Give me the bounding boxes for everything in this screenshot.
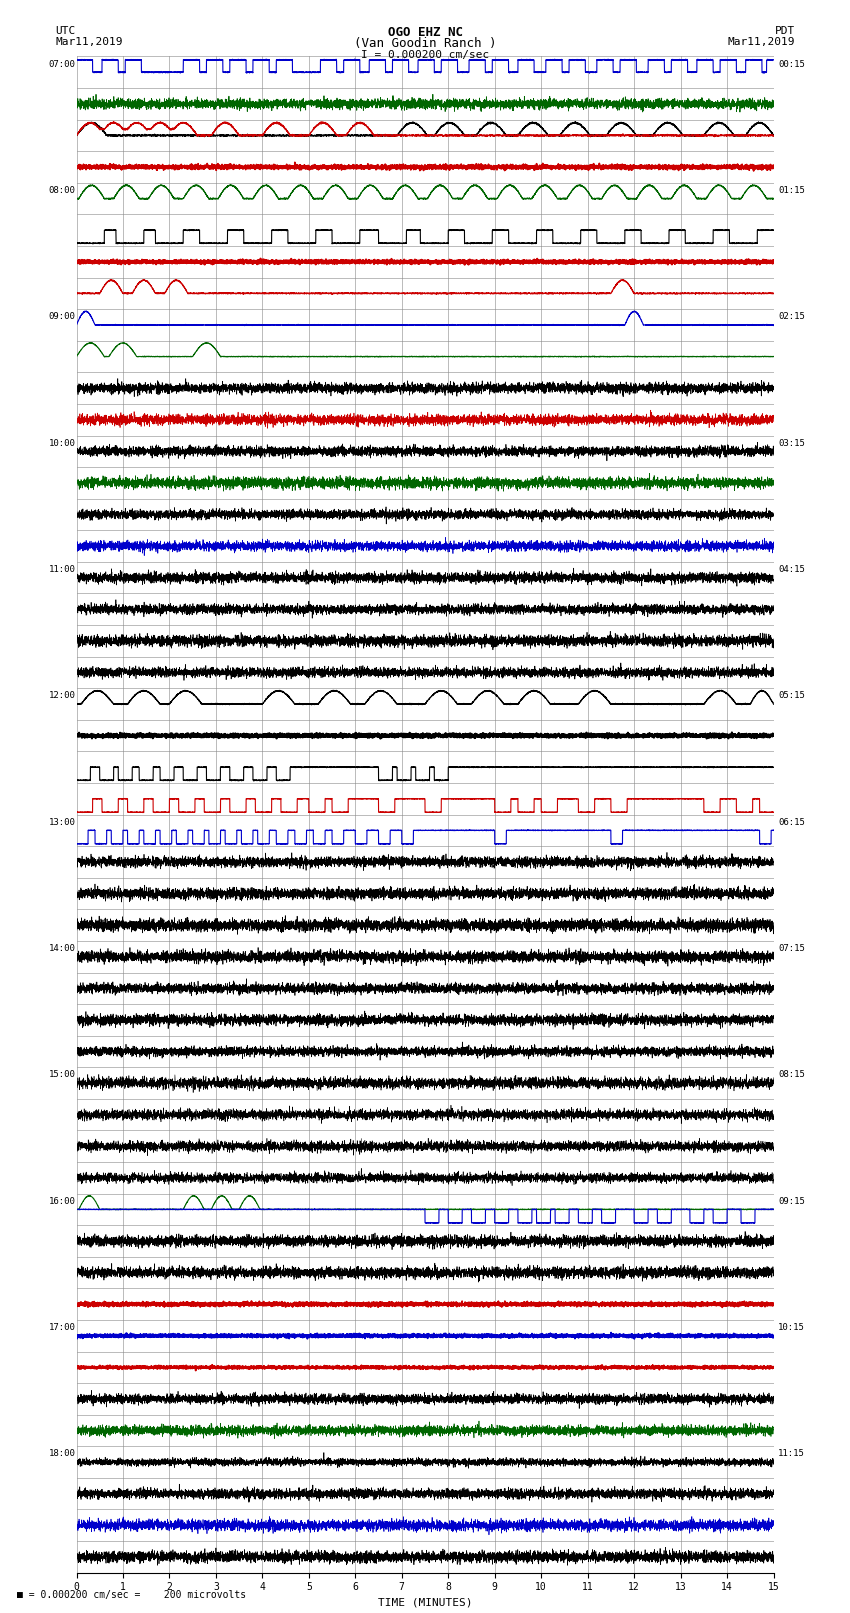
Text: 03:15: 03:15 bbox=[778, 439, 805, 448]
Text: 11:00: 11:00 bbox=[48, 565, 76, 574]
Text: ■ = 0.000200 cm/sec =    200 microvolts: ■ = 0.000200 cm/sec = 200 microvolts bbox=[17, 1590, 246, 1600]
Text: 06:15: 06:15 bbox=[778, 818, 805, 827]
Text: 15:00: 15:00 bbox=[48, 1071, 76, 1079]
Text: PDT: PDT bbox=[774, 26, 795, 35]
Text: I = 0.000200 cm/sec: I = 0.000200 cm/sec bbox=[361, 50, 489, 60]
Text: 00:15: 00:15 bbox=[778, 60, 805, 69]
X-axis label: TIME (MINUTES): TIME (MINUTES) bbox=[377, 1598, 473, 1608]
Text: (Van Goodin Ranch ): (Van Goodin Ranch ) bbox=[354, 37, 496, 50]
Text: 10:00: 10:00 bbox=[48, 439, 76, 448]
Text: 04:15: 04:15 bbox=[778, 565, 805, 574]
Text: 05:15: 05:15 bbox=[778, 692, 805, 700]
Text: 07:15: 07:15 bbox=[778, 944, 805, 953]
Text: UTC: UTC bbox=[55, 26, 76, 35]
Text: 10:15: 10:15 bbox=[778, 1323, 805, 1332]
Text: 02:15: 02:15 bbox=[778, 313, 805, 321]
Text: Mar11,2019: Mar11,2019 bbox=[55, 37, 122, 47]
Text: 13:00: 13:00 bbox=[48, 818, 76, 827]
Text: 08:00: 08:00 bbox=[48, 185, 76, 195]
Text: 14:00: 14:00 bbox=[48, 944, 76, 953]
Text: OGO EHZ NC: OGO EHZ NC bbox=[388, 26, 462, 39]
Text: 07:00: 07:00 bbox=[48, 60, 76, 69]
Text: 01:15: 01:15 bbox=[778, 185, 805, 195]
Text: 18:00: 18:00 bbox=[48, 1450, 76, 1458]
Text: 09:15: 09:15 bbox=[778, 1197, 805, 1207]
Text: 08:15: 08:15 bbox=[778, 1071, 805, 1079]
Text: 12:00: 12:00 bbox=[48, 692, 76, 700]
Text: 09:00: 09:00 bbox=[48, 313, 76, 321]
Text: 16:00: 16:00 bbox=[48, 1197, 76, 1207]
Text: 17:00: 17:00 bbox=[48, 1323, 76, 1332]
Text: Mar11,2019: Mar11,2019 bbox=[728, 37, 795, 47]
Text: 11:15: 11:15 bbox=[778, 1450, 805, 1458]
